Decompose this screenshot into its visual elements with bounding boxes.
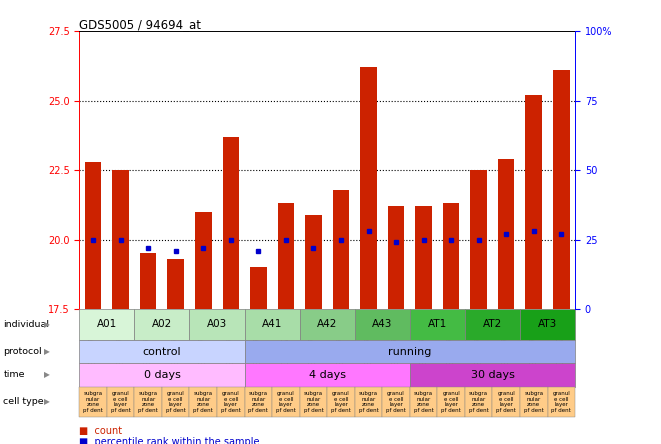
Bar	[410, 387, 438, 417]
Text: A43: A43	[372, 319, 393, 329]
Bar	[382, 387, 410, 417]
Text: AT2: AT2	[483, 319, 502, 329]
Bar	[410, 363, 575, 387]
Bar	[299, 387, 327, 417]
Text: subgra
nular
zone
pf dent: subgra nular zone pf dent	[83, 391, 103, 413]
Text: cell type: cell type	[3, 397, 44, 407]
Bar	[327, 387, 355, 417]
Bar	[134, 309, 190, 340]
Text: control: control	[143, 346, 181, 357]
Bar	[520, 387, 547, 417]
Bar	[79, 340, 245, 363]
Text: subgra
nular
zone
pf dent: subgra nular zone pf dent	[249, 391, 268, 413]
Text: ▶: ▶	[44, 370, 50, 380]
Bar	[245, 387, 272, 417]
Bar	[245, 363, 410, 387]
Bar	[79, 309, 134, 340]
Bar	[190, 387, 217, 417]
Text: ■  percentile rank within the sample: ■ percentile rank within the sample	[79, 437, 260, 444]
Bar	[162, 387, 190, 417]
Text: subgra
nular
zone
pf dent: subgra nular zone pf dent	[414, 391, 434, 413]
Bar	[245, 340, 575, 363]
Bar	[190, 309, 245, 340]
Text: granul
e cell
layer
pf dent: granul e cell layer pf dent	[331, 391, 351, 413]
Text: running: running	[388, 346, 432, 357]
Bar	[272, 387, 299, 417]
Text: subgra
nular
zone
pf dent: subgra nular zone pf dent	[524, 391, 543, 413]
Text: 30 days: 30 days	[471, 370, 514, 380]
Text: subgra
nular
zone
pf dent: subgra nular zone pf dent	[194, 391, 213, 413]
Bar	[415, 206, 432, 309]
Bar	[465, 309, 520, 340]
Text: subgra
nular
zone
pf dent: subgra nular zone pf dent	[359, 391, 378, 413]
Text: A01: A01	[97, 319, 117, 329]
Bar	[360, 67, 377, 309]
Bar	[525, 95, 542, 309]
Text: granul
e cell
layer
pf dent: granul e cell layer pf dent	[276, 391, 295, 413]
Bar	[438, 387, 465, 417]
Bar	[195, 212, 212, 309]
Text: granul
e cell
layer
pf dent: granul e cell layer pf dent	[496, 391, 516, 413]
Text: AT1: AT1	[428, 319, 447, 329]
Bar	[223, 137, 239, 309]
Bar	[498, 159, 514, 309]
Bar	[107, 387, 134, 417]
Text: granul
e cell
layer
pf dent: granul e cell layer pf dent	[551, 391, 571, 413]
Text: A02: A02	[152, 319, 172, 329]
Bar	[492, 387, 520, 417]
Text: 0 days: 0 days	[143, 370, 180, 380]
Text: subgra
nular
zone
pf dent: subgra nular zone pf dent	[303, 391, 323, 413]
Text: granul
e cell
layer
pf dent: granul e cell layer pf dent	[166, 391, 186, 413]
Bar	[547, 387, 575, 417]
Bar	[332, 190, 349, 309]
Text: granul
e cell
layer
pf dent: granul e cell layer pf dent	[111, 391, 130, 413]
Bar	[140, 254, 157, 309]
Bar	[79, 387, 107, 417]
Text: time: time	[3, 370, 25, 380]
Text: protocol: protocol	[3, 347, 42, 356]
Bar	[278, 203, 294, 309]
Text: AT3: AT3	[538, 319, 557, 329]
Text: granul
e cell
layer
pf dent: granul e cell layer pf dent	[221, 391, 241, 413]
Text: GDS5005 / 94694_at: GDS5005 / 94694_at	[79, 18, 202, 31]
Bar	[305, 214, 322, 309]
Text: subgra
nular
zone
pf dent: subgra nular zone pf dent	[469, 391, 488, 413]
Text: 4 days: 4 days	[309, 370, 346, 380]
Bar	[520, 309, 575, 340]
Bar	[355, 309, 410, 340]
Bar	[245, 309, 299, 340]
Text: granul
e cell
layer
pf dent: granul e cell layer pf dent	[442, 391, 461, 413]
Bar	[443, 203, 459, 309]
Bar	[134, 387, 162, 417]
Text: A03: A03	[207, 319, 227, 329]
Text: individual: individual	[3, 320, 50, 329]
Text: ▶: ▶	[44, 397, 50, 407]
Bar	[388, 206, 405, 309]
Text: ■  count: ■ count	[79, 426, 122, 436]
Bar	[112, 170, 129, 309]
Text: subgra
nular
zone
pf dent: subgra nular zone pf dent	[138, 391, 158, 413]
Text: A42: A42	[317, 319, 337, 329]
Bar	[167, 259, 184, 309]
Text: granul
e cell
layer
pf dent: granul e cell layer pf dent	[386, 391, 406, 413]
Bar	[465, 387, 492, 417]
Text: A41: A41	[262, 319, 282, 329]
Text: ▶: ▶	[44, 320, 50, 329]
Bar	[250, 267, 266, 309]
Bar	[410, 309, 465, 340]
Bar	[85, 162, 101, 309]
Bar	[553, 70, 570, 309]
Bar	[299, 309, 355, 340]
Text: ▶: ▶	[44, 347, 50, 356]
Bar	[217, 387, 245, 417]
Bar	[355, 387, 382, 417]
Bar	[471, 170, 487, 309]
Bar	[79, 363, 245, 387]
